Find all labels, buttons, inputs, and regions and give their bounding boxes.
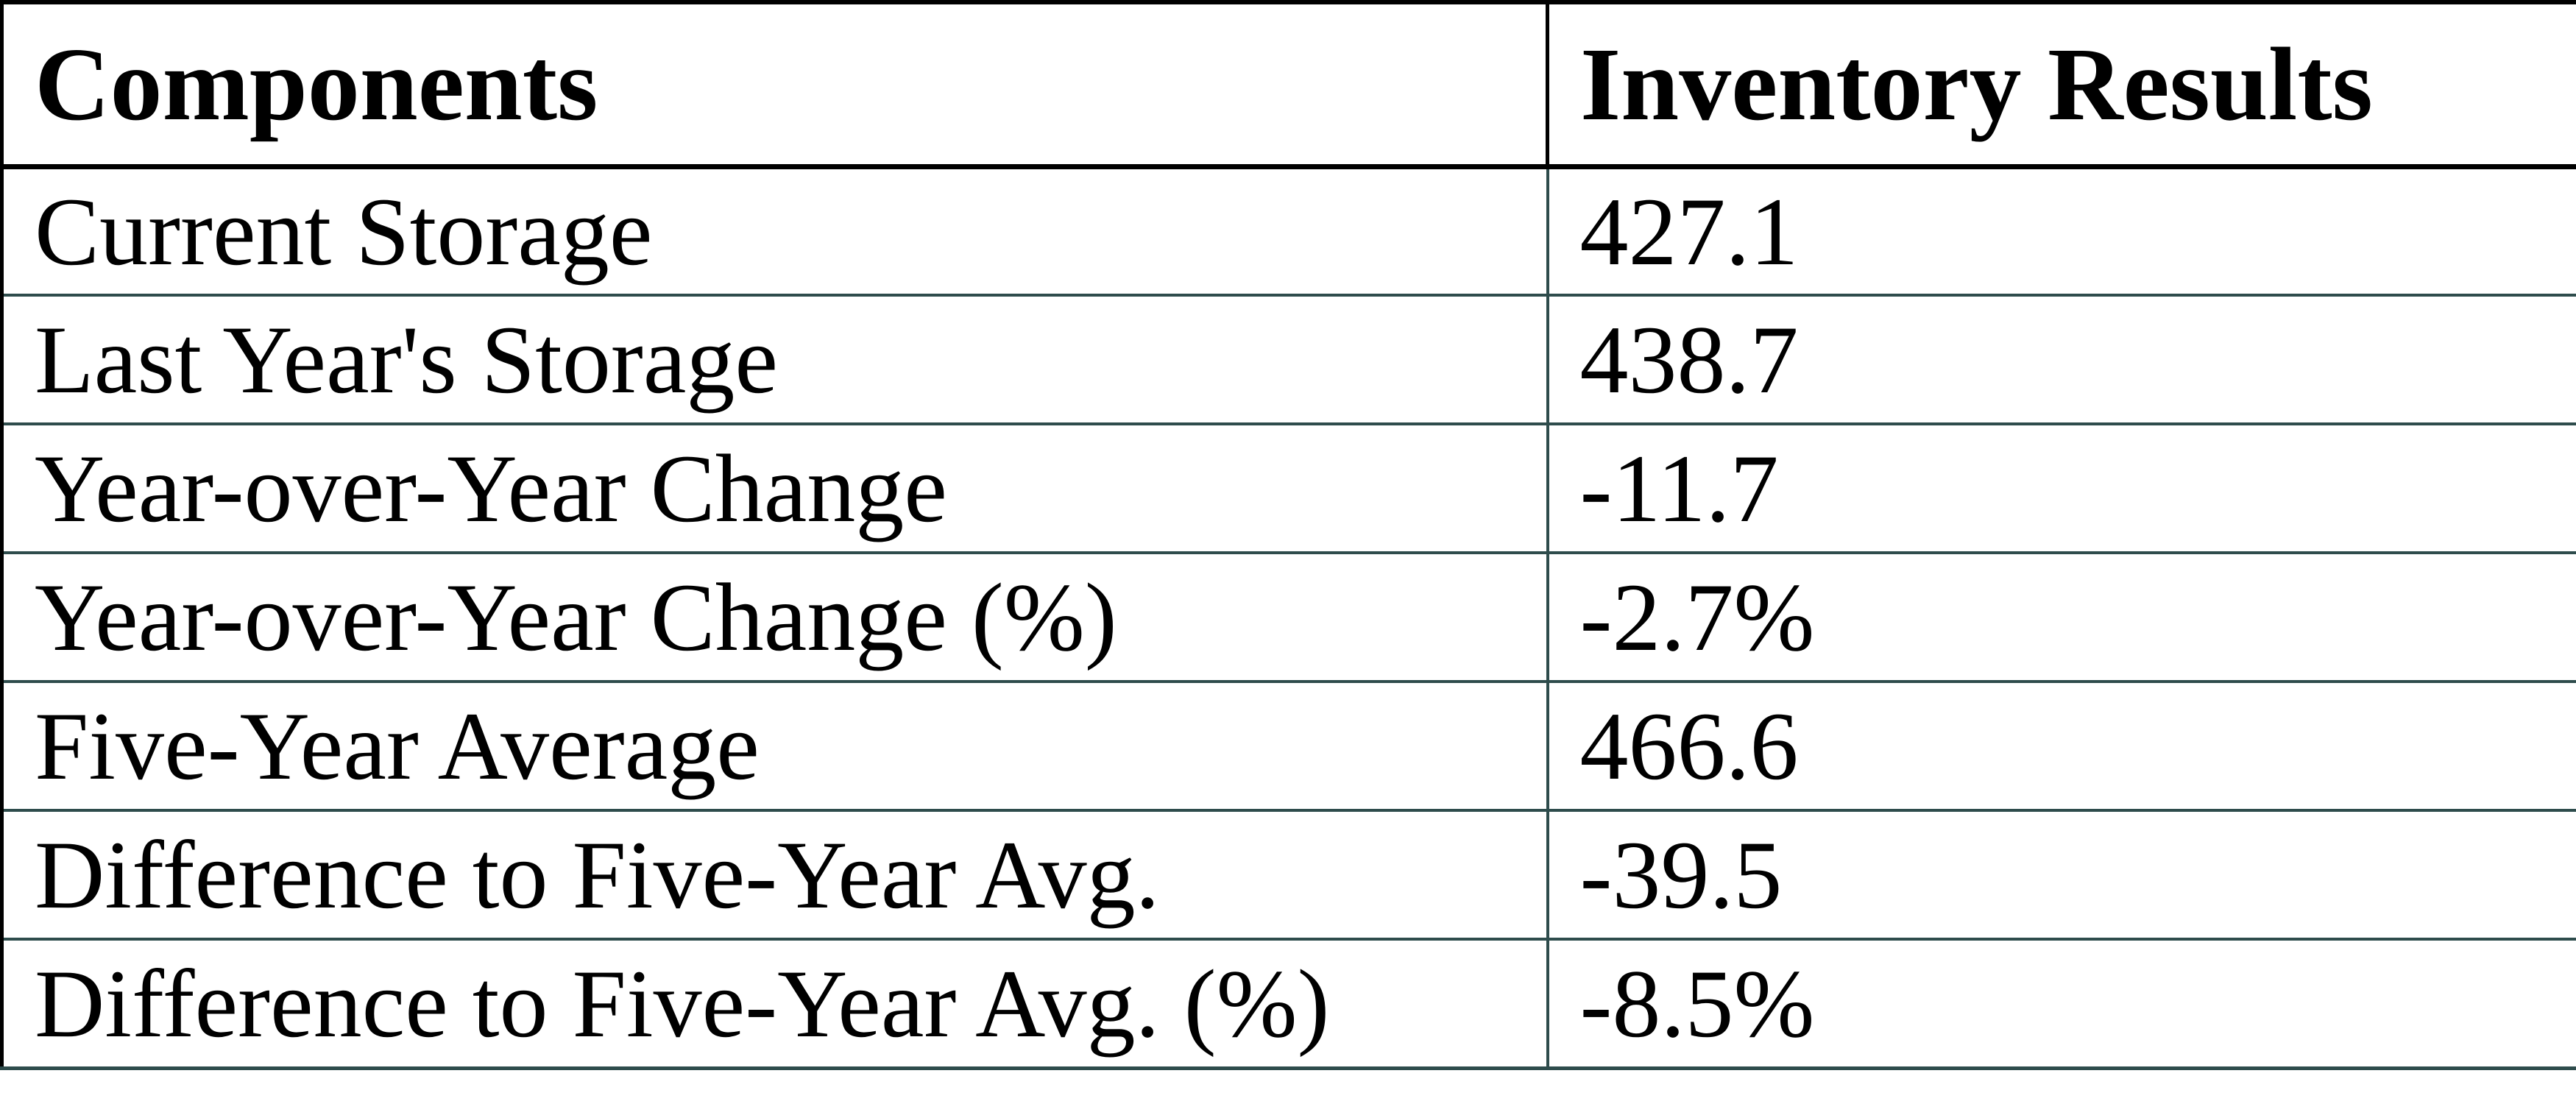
table-row: Year-over-Year Change -11.7 (0, 422, 2576, 554)
table-row: Last Year's Storage 438.7 (0, 294, 2576, 425)
inventory-results-table: Components Inventory Results Current Sto… (0, 0, 2576, 1070)
component-label-cell: Last Year's Storage (0, 294, 1549, 425)
table-header: Components Inventory Results (1, 2, 2576, 169)
table-row: Current Storage 427.1 (0, 165, 2576, 297)
inventory-value-cell: 466.6 (1546, 680, 2576, 812)
table-row: Five-Year Average 466.6 (0, 680, 2576, 812)
inventory-value-cell: 427.1 (1546, 165, 2576, 297)
header-row: Components Inventory Results (1, 2, 2576, 169)
column-header-inventory-results: Inventory Results (1546, 2, 2576, 169)
table-row: Difference to Five-Year Avg. -39.5 (0, 809, 2576, 941)
inventory-value-cell: -39.5 (1546, 809, 2576, 941)
component-label-cell: Difference to Five-Year Avg. (0, 809, 1549, 941)
table-body: Current Storage 427.1 Last Year's Storage 4… (0, 165, 2576, 1069)
component-label-cell: Year-over-Year Change (%) (0, 551, 1549, 683)
inventory-value-cell: -2.7% (1546, 551, 2576, 683)
inventory-value-cell: -11.7 (1546, 422, 2576, 554)
inventory-value-cell: -8.5% (1546, 938, 2576, 1069)
component-label-cell: Difference to Five-Year Avg. (%) (0, 938, 1549, 1069)
table-row: Difference to Five-Year Avg. (%) -8.5% (0, 938, 2576, 1069)
component-label-cell: Five-Year Average (0, 680, 1549, 812)
component-label-cell: Year-over-Year Change (0, 422, 1549, 554)
inventory-value-cell: 438.7 (1546, 294, 2576, 425)
component-label-cell: Current Storage (0, 165, 1549, 297)
table-row: Year-over-Year Change (%) -2.7% (0, 551, 2576, 683)
column-header-components: Components (1, 2, 1548, 169)
